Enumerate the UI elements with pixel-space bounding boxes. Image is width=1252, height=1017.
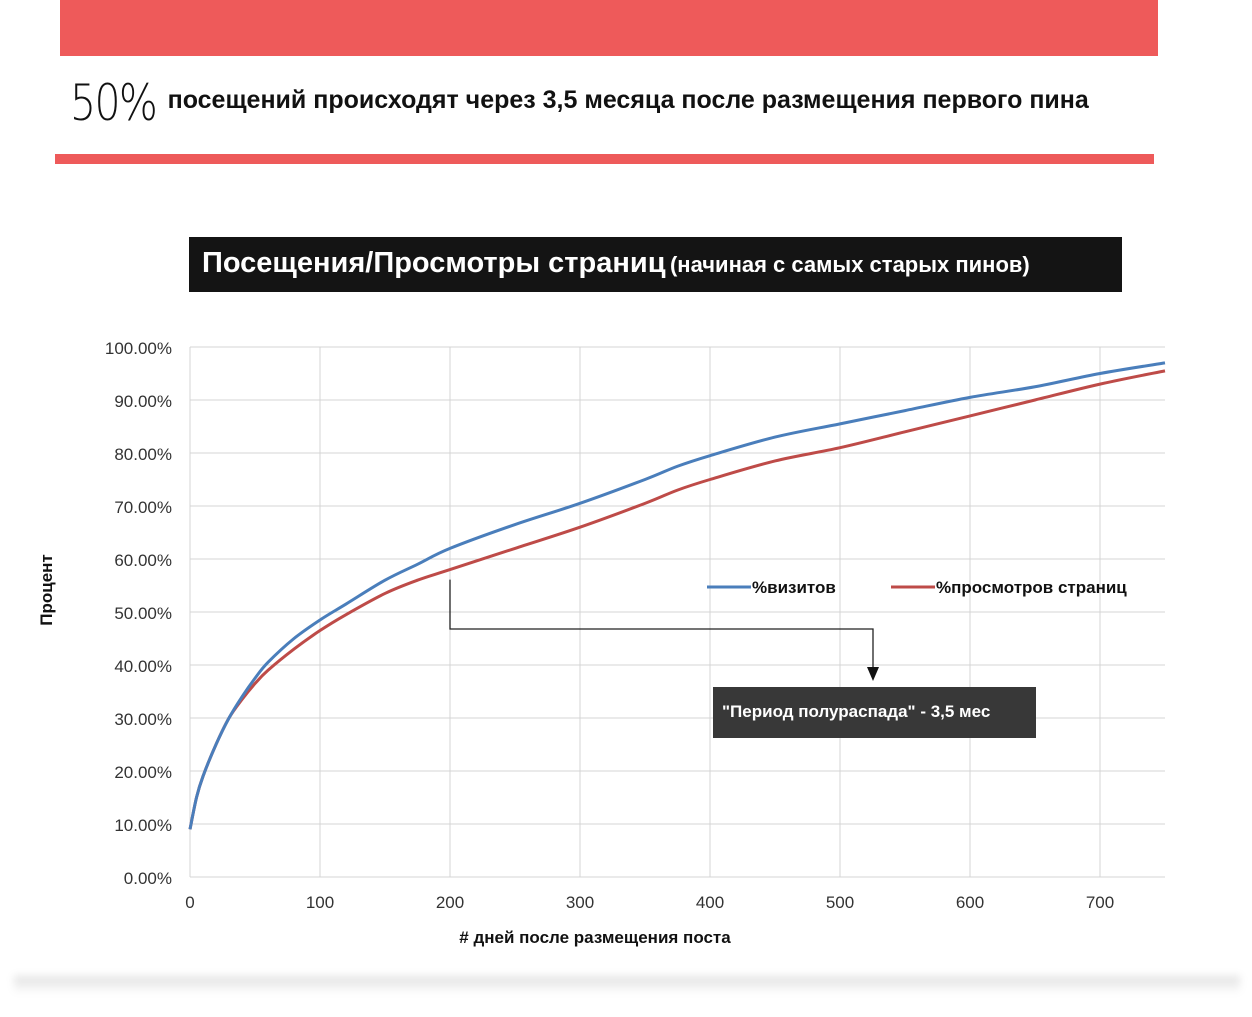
y-tick-label: 80.00% xyxy=(114,445,172,464)
headline-text: посещений происходят через 3,5 месяца по… xyxy=(167,86,1089,114)
chart-title-box: Посещения/Просмотры страниц (начиная с с… xyxy=(189,237,1122,292)
y-axis-label: Процент xyxy=(37,554,56,626)
legend-item-pageviews-label: %просмотров страниц xyxy=(936,578,1127,597)
page-shadow xyxy=(14,976,1240,994)
legend-item-visits-label: %визитов xyxy=(752,578,836,597)
x-tick-label: 0 xyxy=(185,893,194,912)
y-tick-label: 40.00% xyxy=(114,657,172,676)
y-tick-label: 50.00% xyxy=(114,604,172,623)
x-tick-label: 500 xyxy=(826,893,854,912)
headline: 50% посещений происходят через 3,5 месяц… xyxy=(70,78,1089,128)
x-tick-label: 300 xyxy=(566,893,594,912)
x-axis-label: # дней после размещения поста xyxy=(459,928,731,947)
x-tick-label: 600 xyxy=(956,893,984,912)
annotation-arrowhead xyxy=(867,667,879,681)
y-tick-label: 0.00% xyxy=(124,869,172,888)
y-tick-label: 70.00% xyxy=(114,498,172,517)
chart-subtitle: (начиная с самых старых пинов) xyxy=(669,252,1030,277)
x-tick-label: 200 xyxy=(436,893,464,912)
annotation-text: "Период полураспада" - 3,5 мес xyxy=(722,702,990,721)
top-accent-bar xyxy=(60,0,1158,56)
x-tick-label: 700 xyxy=(1086,893,1114,912)
annotation-connector xyxy=(449,579,874,668)
series-line-pageviews xyxy=(188,369,1166,830)
x-tick-label: 100 xyxy=(306,893,334,912)
y-tick-label: 100.00% xyxy=(105,339,172,358)
y-tick-label: 90.00% xyxy=(114,392,172,411)
y-tick-label: 30.00% xyxy=(114,710,172,729)
y-tick-label: 60.00% xyxy=(114,551,172,570)
x-tick-label: 400 xyxy=(696,893,724,912)
series-line-visits xyxy=(188,361,1166,830)
annotation-box xyxy=(713,687,1036,738)
headline-big-number: 50% xyxy=(70,74,158,132)
chart-title: Посещения/Просмотры страниц xyxy=(202,247,666,279)
y-tick-label: 20.00% xyxy=(114,763,172,782)
y-tick-label: 10.00% xyxy=(114,816,172,835)
bottom-accent-bar xyxy=(55,154,1154,164)
